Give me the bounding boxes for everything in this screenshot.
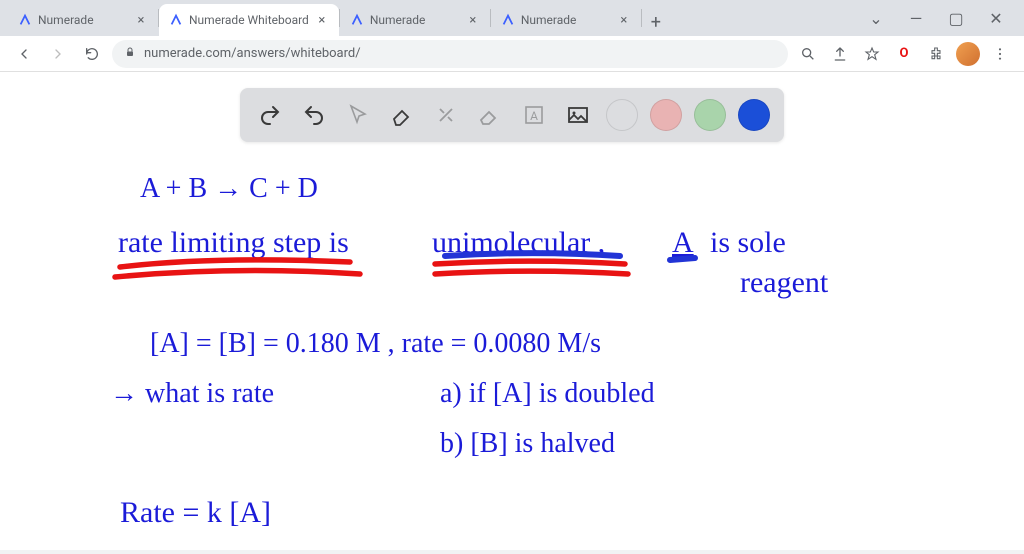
browser-tab-strip: Numerade × Numerade Whiteboard × Numerad… bbox=[0, 0, 1024, 36]
tab-title: Numerade Whiteboard bbox=[189, 13, 309, 27]
ink-underline-red bbox=[435, 261, 625, 264]
ink-line-1: A + B → C + D bbox=[140, 173, 318, 204]
ink-underline-red bbox=[115, 270, 360, 277]
text-tool-button[interactable]: A bbox=[518, 99, 550, 131]
ink-line-2a: rate limiting step is bbox=[118, 226, 349, 259]
extensions-icon[interactable] bbox=[922, 40, 950, 68]
svg-text:A: A bbox=[530, 109, 538, 123]
browser-tab[interactable]: Numerade × bbox=[491, 4, 641, 36]
tab-title: Numerade bbox=[521, 13, 611, 27]
numerade-favicon-icon bbox=[350, 13, 364, 27]
image-tool-button[interactable] bbox=[562, 99, 594, 131]
color-grey-button[interactable] bbox=[606, 99, 638, 131]
ink-underline-red bbox=[120, 260, 350, 267]
ink-underline-red bbox=[435, 271, 628, 274]
tab-close-icon[interactable]: × bbox=[617, 13, 631, 27]
undo-button[interactable] bbox=[254, 99, 286, 131]
ink-line-5: b) [B] is halved bbox=[440, 428, 615, 459]
browser-tab[interactable]: Numerade Whiteboard × bbox=[159, 4, 339, 36]
ink-underline-blue bbox=[670, 258, 695, 260]
ink-line-4a: → what is rate bbox=[110, 378, 274, 409]
tools-button[interactable] bbox=[430, 99, 462, 131]
window-close-icon[interactable]: ✕ bbox=[976, 3, 1016, 33]
new-tab-button[interactable]: + bbox=[642, 8, 670, 36]
tab-close-icon[interactable]: × bbox=[466, 13, 480, 27]
tab-close-icon[interactable]: × bbox=[315, 13, 329, 27]
window-maximize-icon[interactable]: ▢ bbox=[936, 3, 976, 33]
numerade-favicon-icon bbox=[169, 13, 183, 27]
ink-line-3: [A] = [B] = 0.180 M , rate = 0.0080 M/s bbox=[150, 328, 601, 359]
profile-avatar[interactable] bbox=[954, 40, 982, 68]
zoom-icon[interactable] bbox=[794, 40, 822, 68]
whiteboard-toolbar: A bbox=[240, 88, 784, 142]
kebab-menu-icon[interactable] bbox=[986, 40, 1014, 68]
forward-button[interactable] bbox=[44, 40, 72, 68]
color-pink-button[interactable] bbox=[650, 99, 682, 131]
pointer-tool-button[interactable] bbox=[342, 99, 374, 131]
url-text: numerade.com/answers/whiteboard/ bbox=[144, 46, 361, 61]
window-dropdown-icon[interactable]: ⌄ bbox=[856, 3, 896, 33]
whiteboard-canvas[interactable]: A + B → C + D rate limiting step is unim… bbox=[0, 152, 1024, 550]
numerade-favicon-icon bbox=[501, 13, 515, 27]
page-content: A A + B → C + D rate limiting step is un… bbox=[0, 72, 1024, 550]
back-button[interactable] bbox=[10, 40, 38, 68]
tab-title: Numerade bbox=[38, 13, 128, 27]
numerade-favicon-icon bbox=[18, 13, 32, 27]
browser-address-bar: numerade.com/answers/whiteboard/ O bbox=[0, 36, 1024, 72]
eraser-tool-button[interactable] bbox=[386, 99, 418, 131]
reload-button[interactable] bbox=[78, 40, 106, 68]
ink-line-2e: reagent bbox=[740, 266, 829, 299]
color-green-button[interactable] bbox=[694, 99, 726, 131]
tab-title: Numerade bbox=[370, 13, 460, 27]
browser-tab[interactable]: Numerade × bbox=[340, 4, 490, 36]
tab-close-icon[interactable]: × bbox=[134, 13, 148, 27]
extension-opera-icon[interactable]: O bbox=[890, 40, 918, 68]
browser-tab[interactable]: Numerade × bbox=[8, 4, 158, 36]
window-controls: ⌄ — ▢ ✕ bbox=[856, 0, 1016, 36]
ink-underline-blue bbox=[445, 253, 620, 256]
lock-icon bbox=[124, 46, 136, 61]
window-minimize-icon[interactable]: — bbox=[896, 3, 936, 33]
ink-line-2c: A bbox=[672, 226, 694, 259]
color-blue-button[interactable] bbox=[738, 99, 770, 131]
ink-line-4b: a) if [A] is doubled bbox=[440, 378, 655, 409]
ink-line-6: Rate = k [A] bbox=[120, 496, 271, 529]
clear-tool-button[interactable] bbox=[474, 99, 506, 131]
redo-button[interactable] bbox=[298, 99, 330, 131]
share-icon[interactable] bbox=[826, 40, 854, 68]
bookmark-icon[interactable] bbox=[858, 40, 886, 68]
url-field[interactable]: numerade.com/answers/whiteboard/ bbox=[112, 40, 788, 68]
ink-line-2d: is sole bbox=[710, 226, 786, 259]
